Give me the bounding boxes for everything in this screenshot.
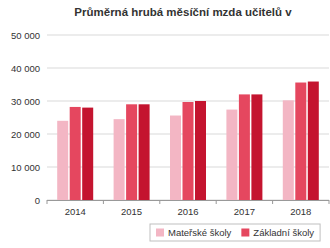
y-tick-label: 40 000	[11, 63, 40, 74]
x-tick	[329, 200, 330, 204]
chart: Průměrná hrubá měsíční mzda učitelů v 0 10…	[0, 0, 330, 248]
bar	[126, 104, 137, 200]
x-tick	[103, 200, 104, 204]
legend: Mateřské školy Základní školy	[150, 224, 320, 241]
bar	[139, 104, 150, 200]
x-tick	[216, 200, 217, 204]
x-tick-label: 2016	[177, 206, 198, 217]
bar	[170, 116, 181, 200]
bar	[308, 82, 319, 200]
bar	[82, 108, 93, 200]
y-tick-label: 10 000	[11, 162, 40, 173]
bar	[226, 110, 237, 200]
x-axis	[47, 200, 329, 201]
bar	[57, 121, 68, 200]
bar	[283, 100, 294, 200]
x-tick-label: 2018	[290, 206, 311, 217]
x-tick-label: 2017	[234, 206, 255, 217]
y-tick-label: 20 000	[11, 129, 40, 140]
legend-label: Základní školy	[253, 227, 314, 238]
legend-label: Mateřské školy	[168, 227, 232, 238]
bar	[295, 83, 306, 200]
bar	[70, 107, 81, 200]
x-tick-label: 2015	[121, 206, 142, 217]
bar	[114, 119, 125, 200]
bars	[57, 82, 319, 200]
bar	[239, 94, 250, 200]
x-tick	[272, 200, 273, 204]
bar	[183, 102, 194, 200]
legend-swatch	[156, 229, 164, 237]
bar	[195, 101, 206, 200]
grid-line	[47, 68, 329, 69]
x-tick	[47, 200, 48, 204]
legend-swatch	[241, 229, 249, 237]
y-tick-label: 50 000	[11, 30, 40, 41]
bar	[251, 94, 262, 200]
grid-line	[47, 35, 329, 36]
x-tick-label: 2014	[65, 206, 86, 217]
legend-box	[150, 224, 320, 241]
y-tick-label: 0	[35, 195, 40, 206]
x-tick	[159, 200, 160, 204]
y-tick-label: 30 000	[11, 96, 40, 107]
title: Průměrná hrubá měsíční mzda učitelů v	[74, 6, 292, 18]
